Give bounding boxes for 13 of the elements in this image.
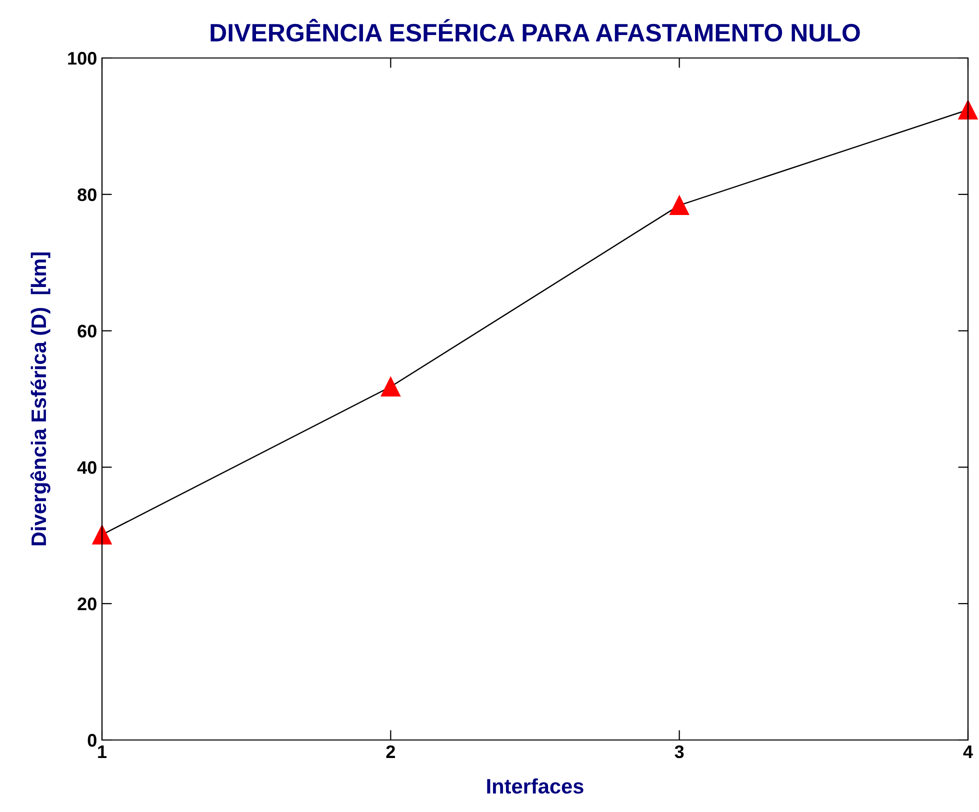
x-tick-label: 3 (674, 745, 684, 758)
y-tick-label: 80 (78, 188, 96, 202)
x-tick-label: 1 (98, 746, 107, 758)
x-tick-label: 4 (963, 746, 973, 758)
y-tick-label: 60 (78, 324, 96, 338)
y-tick-label: 0 (88, 734, 96, 747)
chart-title: DIVERGÊNCIA ESFÉRICA PARA AFASTAMENTO NULO (210, 18, 860, 42)
y-tick-label: 20 (78, 598, 96, 610)
y-tick-label: 100 (68, 52, 96, 65)
y-axis-title: Divergência Esférica (D) [km] (30, 252, 50, 546)
x-tick-label: 2 (386, 745, 395, 758)
x-axis-title: Interfaces (487, 778, 584, 794)
y-tick-label: 40 (77, 461, 96, 474)
